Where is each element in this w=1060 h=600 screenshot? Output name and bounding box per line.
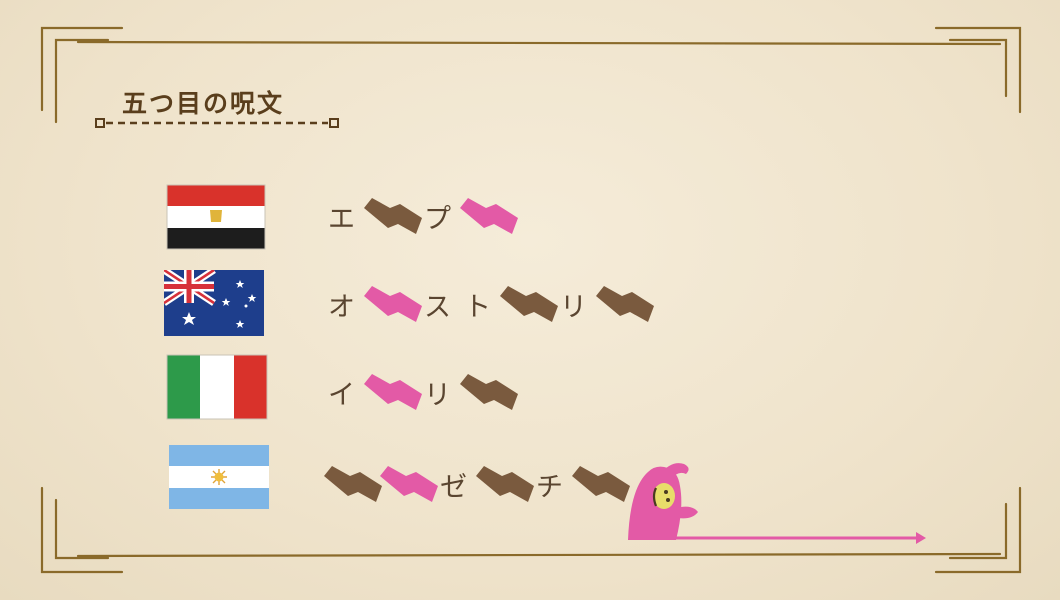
pink-hidden-character-blot	[460, 198, 520, 234]
word-character: リ	[560, 291, 587, 323]
brown-hidden-character-blot	[476, 466, 536, 502]
argentina-flag-icon	[169, 445, 269, 509]
pink-mascot-icon	[628, 463, 926, 544]
brown-hidden-character-blot	[460, 374, 520, 410]
brown-hidden-character-blot	[596, 286, 656, 322]
word-character: イ	[328, 379, 355, 411]
word-character: エ	[328, 203, 355, 235]
word-character: オ	[328, 291, 355, 323]
word-character: ス	[424, 291, 451, 323]
italy-flag-icon	[166, 354, 268, 420]
pink-hidden-character-blot	[380, 466, 440, 502]
brown-hidden-character-blot	[324, 466, 384, 502]
word-character: ト	[464, 291, 491, 323]
country-word-australia: オ スト リ	[328, 284, 656, 324]
word-character: リ	[424, 379, 451, 411]
brown-hidden-character-blot	[364, 198, 424, 234]
pink-hidden-character-blot	[364, 286, 424, 322]
brown-hidden-character-blot	[500, 286, 560, 322]
word-character: チ	[536, 471, 563, 503]
egypt-flag-icon	[166, 184, 266, 250]
country-word-italy: イリ	[328, 372, 520, 412]
country-word-argentina: ゼチ	[324, 464, 632, 504]
word-character: ゼ	[440, 471, 467, 503]
word-character: プ	[424, 203, 451, 235]
page-title: 五つ目の呪文	[122, 89, 285, 118]
australia-flag-icon	[164, 270, 264, 336]
title-underline	[95, 118, 339, 128]
country-word-egypt: エプ	[328, 196, 520, 236]
pink-hidden-character-blot	[364, 374, 424, 410]
brown-hidden-character-blot	[572, 466, 632, 502]
